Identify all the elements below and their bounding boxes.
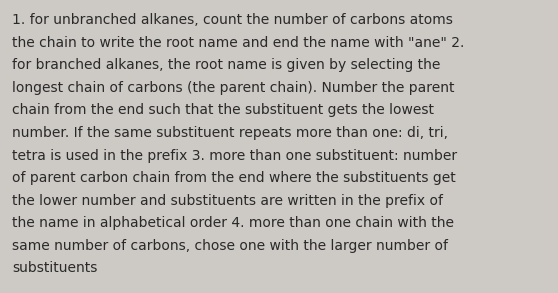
Text: substituents: substituents [12, 261, 98, 275]
Text: chain from the end such that the substituent gets the lowest: chain from the end such that the substit… [12, 103, 434, 117]
Text: same number of carbons, chose one with the larger number of: same number of carbons, chose one with t… [12, 239, 448, 253]
Text: 1. for unbranched alkanes, count the number of carbons atoms: 1. for unbranched alkanes, count the num… [12, 13, 453, 27]
Text: longest chain of carbons (the parent chain). Number the parent: longest chain of carbons (the parent cha… [12, 81, 455, 95]
Text: number. If the same substituent repeats more than one: di, tri,: number. If the same substituent repeats … [12, 126, 448, 140]
Text: the lower number and substituents are written in the prefix of: the lower number and substituents are wr… [12, 194, 443, 208]
Text: for branched alkanes, the root name is given by selecting the: for branched alkanes, the root name is g… [12, 58, 441, 72]
Text: the name in alphabetical order 4. more than one chain with the: the name in alphabetical order 4. more t… [12, 216, 454, 230]
Text: tetra is used in the prefix 3. more than one substituent: number: tetra is used in the prefix 3. more than… [12, 149, 458, 163]
Text: the chain to write the root name and end the name with "ane" 2.: the chain to write the root name and end… [12, 36, 465, 50]
Text: of parent carbon chain from the end where the substituents get: of parent carbon chain from the end wher… [12, 171, 456, 185]
